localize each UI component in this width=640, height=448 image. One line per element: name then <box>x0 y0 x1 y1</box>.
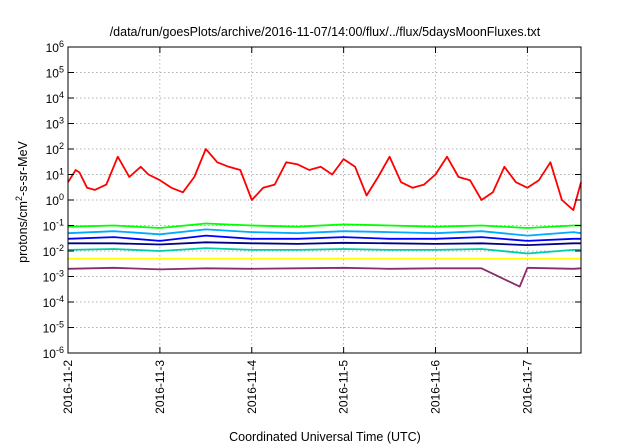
axis-ticks <box>67 46 581 354</box>
series-line-2 <box>67 222 581 229</box>
y-tick-label: 10-2 <box>43 243 64 259</box>
y-tick-label: 10-3 <box>43 269 64 285</box>
y-tick-base: 10 <box>46 92 60 106</box>
y-tick-exponent: -3 <box>56 269 64 279</box>
y-tick-base: 10 <box>43 322 57 336</box>
y-axis-label-rest: -s-sr-MeV <box>16 140 30 196</box>
y-tick-exponent: 1 <box>59 167 64 177</box>
y-tick-label: 10-1 <box>43 218 64 234</box>
y-tick-label: 103 <box>46 116 64 132</box>
series-line-4 <box>67 234 581 242</box>
y-tick-exponent: 6 <box>59 39 64 49</box>
x-axis-label: Coordinated Universal Time (UTC) <box>229 430 421 444</box>
y-tick-base: 10 <box>43 271 57 285</box>
y-tick-base: 10 <box>46 67 60 81</box>
y-tick-label: 10-5 <box>43 320 64 336</box>
y-tick-label: 101 <box>46 167 64 183</box>
y-tick-exponent: 2 <box>59 141 64 151</box>
series-line-5 <box>68 241 581 247</box>
x-tick-label: 2016-11-3 <box>153 360 167 414</box>
y-tick-label: 10-6 <box>43 345 64 361</box>
grid-lines <box>67 46 581 354</box>
y-tick-exponent: -4 <box>56 294 64 304</box>
y-tick-label: 102 <box>46 141 64 157</box>
y-tick-base: 10 <box>46 41 60 55</box>
y-tick-exponent: 0 <box>59 192 64 202</box>
y-tick-base: 10 <box>46 194 60 208</box>
y-tick-base: 10 <box>43 296 57 310</box>
y-tick-label: 105 <box>46 65 64 81</box>
series-line-3 <box>67 228 582 237</box>
y-tick-exponent: 5 <box>59 65 64 75</box>
series-group <box>67 148 582 288</box>
y-tick-base: 10 <box>46 143 60 157</box>
y-tick-exponent: -6 <box>56 345 64 355</box>
x-tick-label: 2016-11-5 <box>337 360 351 414</box>
y-tick-base: 10 <box>46 118 60 132</box>
y-axis-label-sup: 2 <box>14 196 24 201</box>
y-tick-exponent: -5 <box>56 320 64 330</box>
y-tick-labels: 10-610-510-410-310-210-11001011021031041… <box>43 39 64 361</box>
chart-title: /data/run/goesPlots/archive/2016-11-07/1… <box>110 25 541 39</box>
y-tick-base: 10 <box>43 245 57 259</box>
y-tick-exponent: -2 <box>56 243 64 253</box>
x-tick-labels: 2016-11-2 2016-11-3 2016-11-4 2016-11-5 2016… <box>61 360 534 414</box>
y-tick-label: 10-4 <box>43 294 64 310</box>
x-tick-label: 2016-11-7 <box>520 360 534 414</box>
series-line-6 <box>67 247 581 255</box>
y-tick-label: 106 <box>46 39 64 55</box>
y-tick-exponent: 4 <box>59 90 64 100</box>
x-tick-label: 2016-11-2 <box>61 360 75 414</box>
x-tick-label: 2016-11-6 <box>429 360 443 414</box>
y-tick-exponent: -1 <box>56 218 64 228</box>
series-line-8 <box>67 266 582 288</box>
y-axis-label: protons/cm2-s-sr-MeV <box>14 140 30 262</box>
y-tick-base: 10 <box>43 347 57 361</box>
y-tick-exponent: 3 <box>59 116 64 126</box>
series-line-1 <box>67 148 582 212</box>
y-tick-label: 100 <box>46 192 64 208</box>
y-tick-base: 10 <box>43 220 57 234</box>
x-tick-label: 2016-11-4 <box>245 360 259 414</box>
y-tick-label: 104 <box>46 90 64 106</box>
y-tick-base: 10 <box>46 169 60 183</box>
y-axis-label-main: protons/cm <box>16 201 30 263</box>
